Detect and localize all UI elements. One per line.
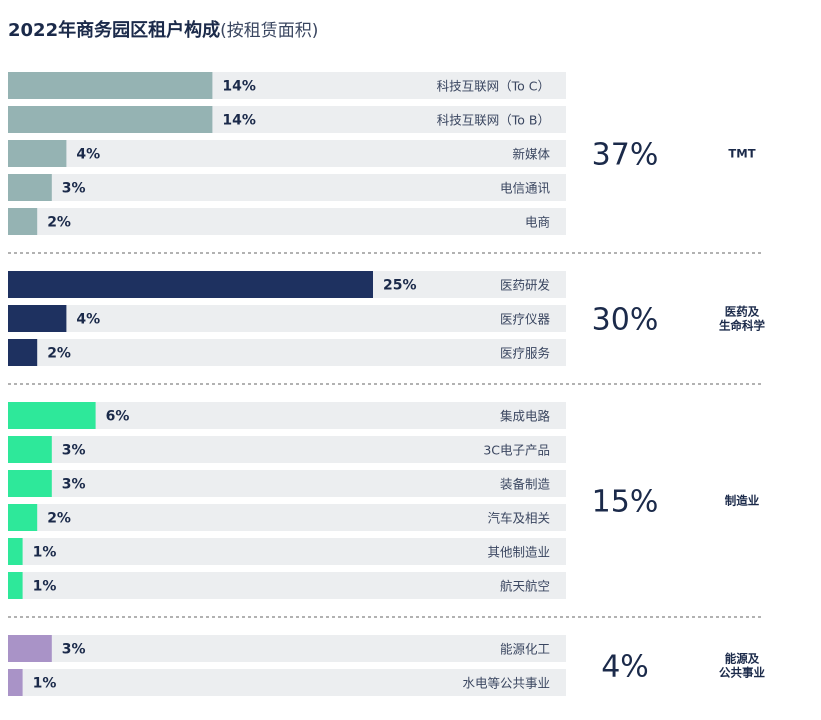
bar xyxy=(8,72,213,99)
bar xyxy=(8,538,23,565)
bar xyxy=(8,174,52,201)
group-total: 4% xyxy=(601,650,649,685)
category-label: 电信通讯 xyxy=(500,181,551,196)
bar-value-label: 1% xyxy=(33,676,57,692)
chart-title: 2022年商务园区租户构成(按租赁面积) xyxy=(8,16,318,42)
group-name: 公共事业 xyxy=(719,666,765,680)
bar-value-label: 4% xyxy=(76,312,100,328)
bar xyxy=(8,572,23,599)
bar-track xyxy=(8,538,566,565)
bar-track xyxy=(8,504,566,531)
bar xyxy=(8,436,52,463)
bar xyxy=(8,208,38,235)
group-name: TMT xyxy=(728,147,755,161)
bar xyxy=(8,271,373,298)
bar xyxy=(8,140,67,167)
bar-track xyxy=(8,635,566,662)
group-name: 制造业 xyxy=(725,494,760,508)
category-label: 电商 xyxy=(525,215,550,230)
bar-track xyxy=(8,470,566,497)
category-label: 科技互联网（To C） xyxy=(437,79,550,94)
bar xyxy=(8,470,52,497)
category-label: 装备制造 xyxy=(500,477,551,492)
group-name: 能源及 xyxy=(725,652,760,666)
bar-track xyxy=(8,436,566,463)
category-label: 3C电子产品 xyxy=(483,443,550,458)
bar-value-label: 1% xyxy=(33,579,57,595)
bar xyxy=(8,402,96,429)
bar-value-label: 3% xyxy=(62,477,86,493)
bar-track xyxy=(8,572,566,599)
bar-value-label: 4% xyxy=(76,147,100,163)
bar-track xyxy=(8,305,566,332)
group-total: 30% xyxy=(592,303,659,338)
bar-track xyxy=(8,339,566,366)
category-label: 科技互联网（To B） xyxy=(437,113,550,128)
bar-value-label: 3% xyxy=(62,181,86,197)
bar-track xyxy=(8,669,566,696)
chart-subtitle: (按租赁面积) xyxy=(220,21,319,41)
chart-title-main: 2022年商务园区租户构成 xyxy=(8,20,221,41)
group-name: 生命科学 xyxy=(719,319,765,333)
bar-value-label: 2% xyxy=(47,215,71,231)
bar-value-label: 3% xyxy=(62,443,86,459)
category-label: 航天航空 xyxy=(500,579,550,594)
bar-value-label: 25% xyxy=(383,278,417,294)
category-label: 其他制造业 xyxy=(487,545,550,560)
bar-value-label: 1% xyxy=(33,545,57,561)
category-label: 能源化工 xyxy=(500,642,550,657)
bar-value-label: 3% xyxy=(62,642,86,658)
bar xyxy=(8,305,67,332)
category-label: 汽车及相关 xyxy=(487,511,550,526)
category-label: 水电等公共事业 xyxy=(462,676,550,691)
bar xyxy=(8,106,213,133)
bar-value-label: 2% xyxy=(47,511,71,527)
bar-track xyxy=(8,402,566,429)
category-label: 集成电路 xyxy=(500,409,551,424)
category-label: 医疗仪器 xyxy=(500,312,551,327)
bar xyxy=(8,339,38,366)
bar-track xyxy=(8,174,566,201)
bar-value-label: 14% xyxy=(222,113,256,129)
group-total: 15% xyxy=(592,485,659,520)
group-name: 医药及 xyxy=(725,305,760,319)
category-label: 医疗服务 xyxy=(500,346,550,361)
bar-value-label: 2% xyxy=(47,346,71,362)
category-label: 医药研发 xyxy=(500,278,551,293)
bar-value-label: 14% xyxy=(222,79,256,95)
bar xyxy=(8,669,23,696)
bar xyxy=(8,504,38,531)
bar-value-label: 6% xyxy=(106,409,130,425)
bar-track xyxy=(8,208,566,235)
bar-track xyxy=(8,140,566,167)
group-total: 37% xyxy=(592,138,659,173)
category-label: 新媒体 xyxy=(512,147,550,162)
bar xyxy=(8,635,52,662)
